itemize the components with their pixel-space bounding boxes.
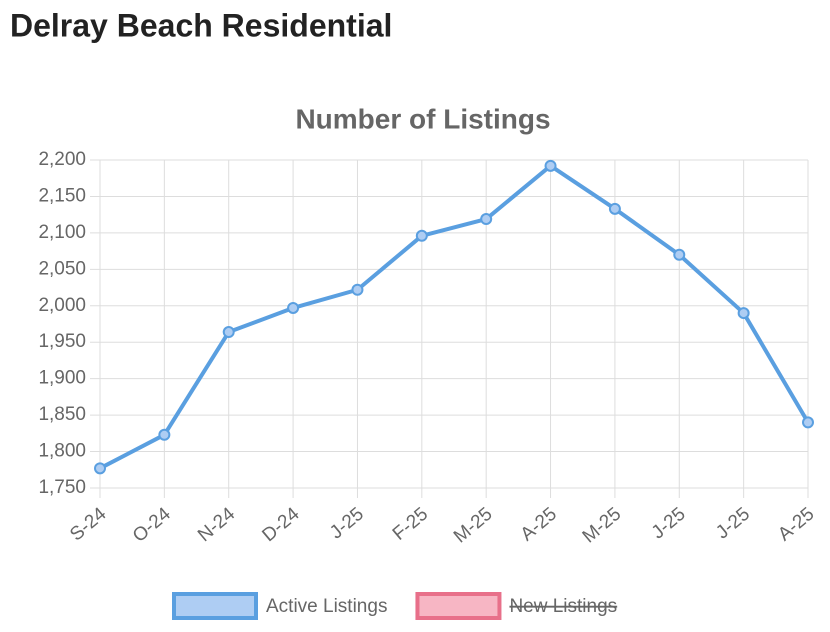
y-tick-label: 1,850	[38, 404, 86, 425]
y-tick-label: 1,900	[38, 368, 86, 389]
x-tick-label: M-25	[450, 504, 497, 548]
legend-swatch[interactable]	[415, 592, 502, 620]
data-point	[287, 301, 300, 314]
chart-title: Number of Listings	[295, 103, 550, 134]
x-tick-label: J-25	[712, 504, 754, 544]
y-tick-label: 1,750	[38, 477, 86, 498]
legend-swatch[interactable]	[172, 592, 258, 620]
data-point	[158, 428, 171, 441]
legend-label[interactable]: Active Listings	[266, 596, 387, 617]
x-tick-label: F-25	[389, 504, 432, 545]
series-line	[99, 163, 810, 471]
data-point	[351, 283, 364, 296]
x-tick-label: M-25	[579, 504, 626, 548]
x-tick-label: N-24	[194, 503, 239, 546]
data-point	[480, 213, 493, 226]
y-tick-label: 2,000	[38, 295, 86, 316]
y-tick-label: 2,100	[38, 222, 86, 243]
x-tick-label: A-25	[774, 504, 818, 546]
page-title: Delray Beach Residential	[10, 7, 392, 43]
x-tick-label: O-24	[129, 503, 175, 547]
data-point	[737, 307, 750, 320]
data-point	[222, 326, 235, 339]
data-point	[415, 229, 428, 242]
data-point	[94, 462, 106, 475]
legend-label[interactable]: New Listings	[509, 596, 617, 617]
x-tick-label: D-24	[258, 503, 303, 546]
data-point	[544, 159, 557, 172]
x-tick-label: J-25	[326, 504, 368, 544]
x-tick-label: A-25	[517, 504, 561, 546]
y-tick-label: 1,800	[38, 441, 86, 462]
x-tick-label: S-24	[66, 503, 111, 545]
data-point	[802, 416, 814, 429]
data-point	[608, 202, 621, 215]
y-tick-label: 2,150	[38, 185, 86, 206]
y-tick-label: 2,050	[38, 258, 86, 279]
y-tick-label: 2,200	[38, 149, 86, 170]
y-tick-label: 1,950	[38, 331, 86, 352]
data-point	[673, 248, 686, 261]
x-tick-label: J-25	[648, 504, 690, 544]
